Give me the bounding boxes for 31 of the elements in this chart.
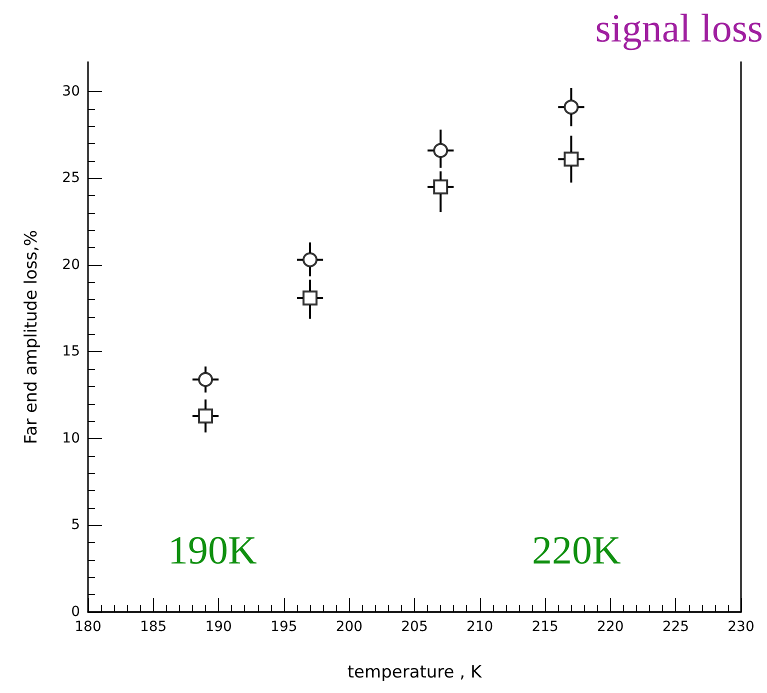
annotation: 190K <box>168 528 257 572</box>
x-tick-label: 210 <box>466 619 494 635</box>
y-tick-label: 0 <box>71 604 80 620</box>
x-tick-label: 220 <box>597 619 624 635</box>
point <box>433 179 448 194</box>
x-tick-label: 215 <box>532 619 558 635</box>
point <box>564 152 579 167</box>
point <box>198 408 214 424</box>
text: signal loss <box>595 6 764 50</box>
x-tick-label: 225 <box>662 619 690 635</box>
x-tick-label: 230 <box>728 619 754 635</box>
point <box>198 372 214 388</box>
annotation: 220K <box>532 528 621 572</box>
point <box>433 142 448 158</box>
x-tick-label: 205 <box>401 619 428 635</box>
x-axis-title: temperature , K <box>347 662 482 682</box>
y-tick-label: 20 <box>62 256 80 273</box>
y-tick-label: 25 <box>62 170 80 186</box>
y-axis-title: Far end amplitude loss,% <box>22 230 42 444</box>
y-tick-label: 10 <box>62 430 80 446</box>
y-tick-label: 5 <box>71 517 80 534</box>
x-tick-label: 195 <box>270 619 298 635</box>
x-tick-label: 190 <box>205 619 232 635</box>
point <box>564 100 579 115</box>
y-tick-label: 15 <box>62 344 80 360</box>
point <box>302 290 318 306</box>
point <box>302 252 318 268</box>
x-tick-label: 200 <box>336 619 363 635</box>
y-tick-label: 30 <box>62 83 80 100</box>
x-tick-label: 180 <box>74 619 102 635</box>
x-tick-label: 185 <box>140 619 167 635</box>
